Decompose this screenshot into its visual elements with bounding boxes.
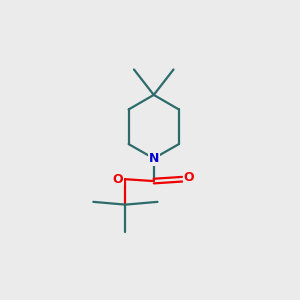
Text: N: N — [148, 152, 159, 165]
Text: O: O — [112, 173, 123, 186]
Text: O: O — [184, 171, 194, 184]
